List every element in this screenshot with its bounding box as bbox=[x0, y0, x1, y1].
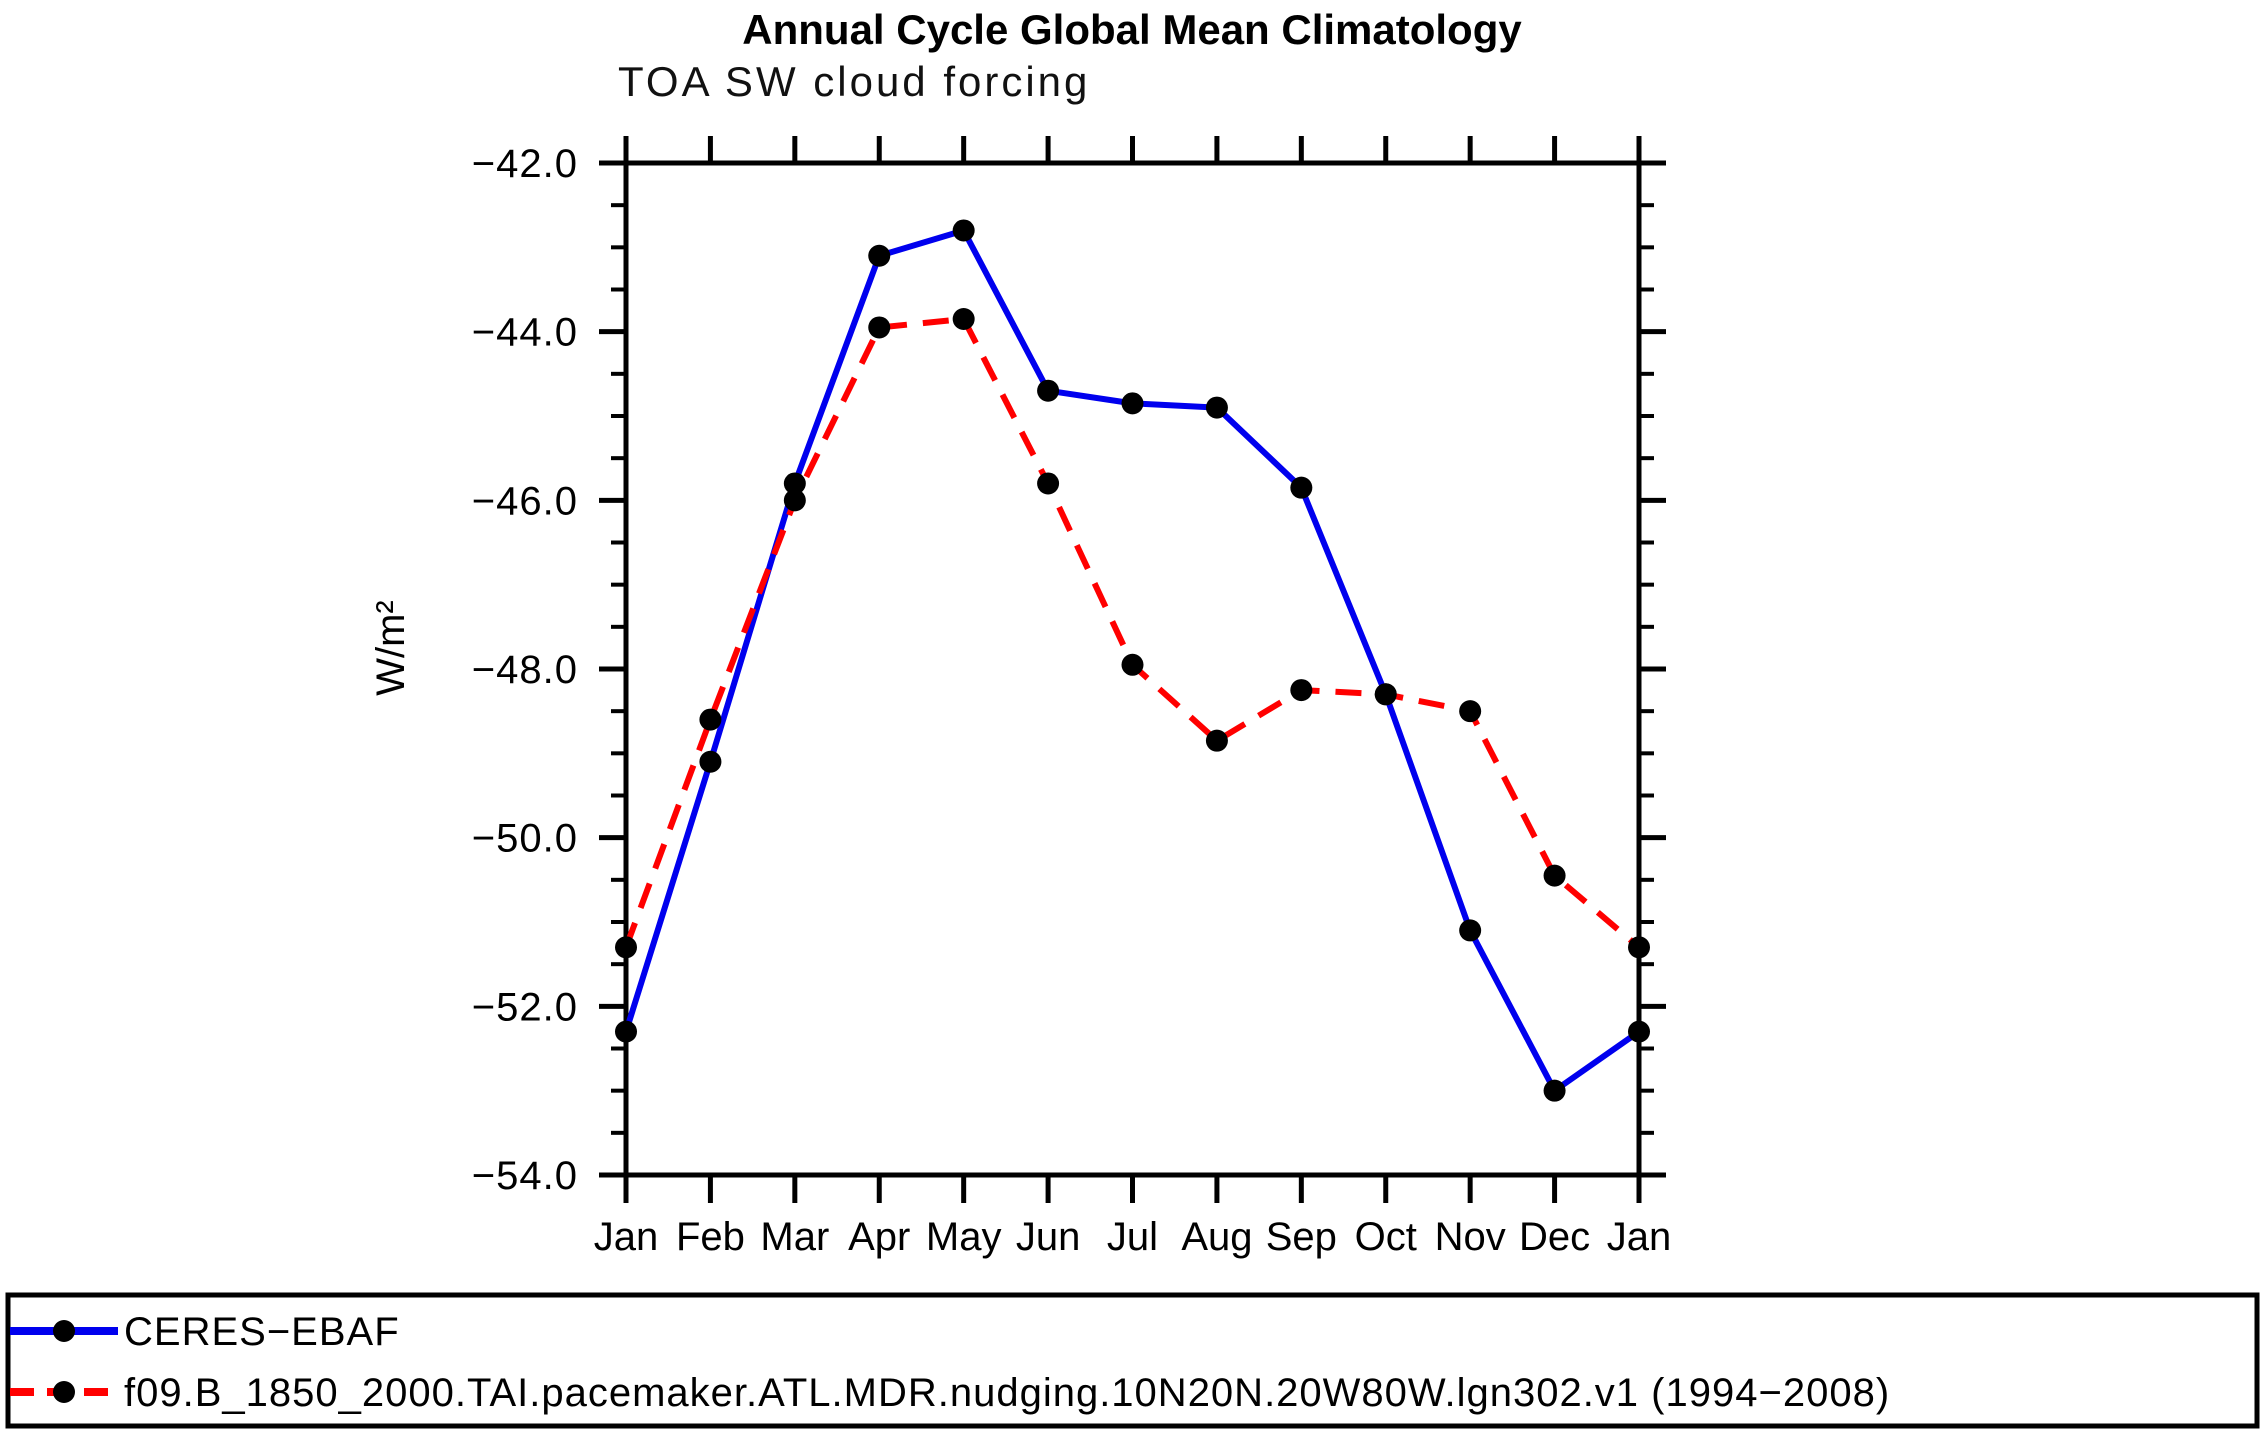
x-tick-label: Jan bbox=[594, 1215, 659, 1259]
data-point-marker bbox=[1205, 729, 1228, 752]
y-tick-label: −44.0 bbox=[472, 311, 578, 355]
y-tick-label: −42.0 bbox=[472, 142, 578, 186]
chart-title: Annual Cycle Global Mean Climatology bbox=[742, 6, 1522, 53]
data-point-marker bbox=[699, 750, 722, 773]
data-point-marker bbox=[783, 472, 806, 495]
x-tick-label: Jun bbox=[1016, 1215, 1081, 1259]
data-point-marker bbox=[952, 308, 975, 331]
data-point-marker bbox=[615, 1020, 637, 1043]
data-point-marker bbox=[1543, 864, 1566, 887]
data-point-marker bbox=[1037, 379, 1060, 402]
data-point-marker bbox=[868, 316, 891, 339]
data-point-marker bbox=[1121, 392, 1144, 415]
legend-marker-1 bbox=[53, 1381, 75, 1403]
data-point-marker bbox=[1037, 472, 1060, 495]
x-tick-label: May bbox=[926, 1215, 1002, 1259]
data-point-marker bbox=[1543, 1079, 1566, 1102]
legend-label-1: f09.B_1850_2000.TAI.pacemaker.ATL.MDR.nu… bbox=[124, 1371, 1890, 1415]
data-point-marker bbox=[1628, 1020, 1650, 1043]
x-tick-label: Apr bbox=[848, 1215, 910, 1259]
series-lines bbox=[615, 219, 1650, 1102]
x-tick-label: Jul bbox=[1107, 1215, 1158, 1259]
data-point-marker bbox=[1121, 653, 1144, 676]
data-point-marker bbox=[1290, 679, 1313, 702]
data-point-marker bbox=[952, 219, 975, 242]
x-tick-label: Dec bbox=[1519, 1215, 1590, 1259]
y-tick-label: −48.0 bbox=[472, 648, 578, 692]
data-point-marker bbox=[699, 708, 722, 731]
data-point-marker bbox=[615, 936, 637, 959]
legend-label-0: CERES−EBAF bbox=[124, 1310, 400, 1354]
axes: Jan Feb Mar Apr May Jun Jul Aug Sep Oct Nov Dec Jan−… bbox=[472, 136, 1671, 1259]
chart-subtitle: TOA SW cloud forcing bbox=[618, 58, 1090, 105]
x-tick-label: Jan bbox=[1607, 1215, 1672, 1259]
data-point-marker bbox=[868, 244, 891, 267]
data-point-marker bbox=[1205, 396, 1228, 419]
y-tick-label: −50.0 bbox=[472, 817, 578, 861]
y-tick-label: −54.0 bbox=[472, 1154, 578, 1198]
x-tick-label: Aug bbox=[1181, 1215, 1252, 1259]
x-tick-label: Oct bbox=[1355, 1215, 1417, 1259]
legend: CERES−EBAF f09.B_1850_2000.TAI.pacemaker.… bbox=[5, 1292, 2260, 1429]
data-point-marker bbox=[1459, 919, 1482, 942]
data-point-marker bbox=[1628, 936, 1650, 959]
x-tick-label: Feb bbox=[676, 1215, 745, 1259]
data-point-marker bbox=[1459, 700, 1482, 723]
data-point-marker bbox=[783, 489, 806, 512]
y-tick-label: −46.0 bbox=[472, 479, 578, 523]
legend-box bbox=[5, 1292, 2260, 1429]
data-point-marker bbox=[1290, 476, 1313, 499]
y-tick-label: −52.0 bbox=[472, 985, 578, 1029]
x-tick-label: Nov bbox=[1435, 1215, 1506, 1259]
x-tick-label: Sep bbox=[1266, 1215, 1337, 1259]
x-tick-label: Mar bbox=[760, 1215, 829, 1259]
data-point-marker bbox=[1374, 683, 1397, 706]
y-axis-label: W/m² bbox=[369, 600, 413, 696]
legend-marker-0 bbox=[53, 1320, 75, 1342]
